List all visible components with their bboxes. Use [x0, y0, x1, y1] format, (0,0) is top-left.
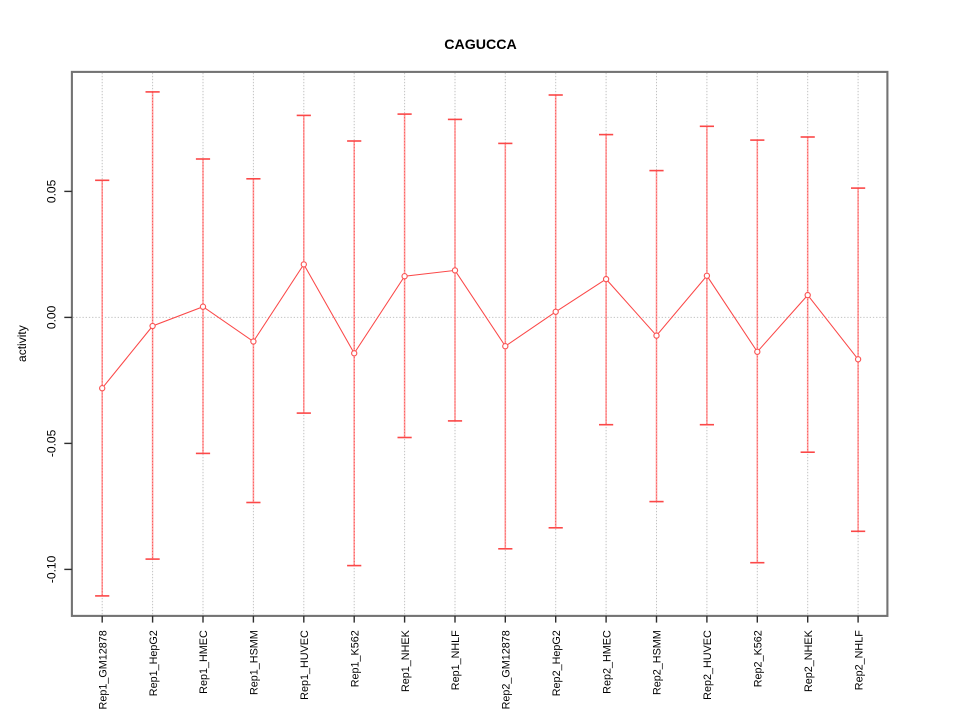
svg-text:0.05: 0.05: [44, 179, 58, 203]
svg-text:Rep1_HUVEC: Rep1_HUVEC: [299, 630, 311, 700]
svg-text:Rep2_NHLF: Rep2_NHLF: [853, 630, 865, 690]
svg-text:Rep1_NHLF: Rep1_NHLF: [450, 630, 462, 690]
svg-text:Rep2_HMEC: Rep2_HMEC: [601, 630, 613, 694]
svg-text:Rep2_K562: Rep2_K562: [753, 630, 765, 687]
svg-text:activity: activity: [15, 325, 29, 362]
svg-text:Rep1_GM12878: Rep1_GM12878: [97, 630, 109, 709]
svg-text:Rep1_HMEC: Rep1_HMEC: [198, 630, 210, 694]
svg-text:Rep1_HSMM: Rep1_HSMM: [249, 630, 261, 695]
svg-text:CAGUCCA: CAGUCCA: [444, 37, 517, 53]
svg-text:Rep2_HSMM: Rep2_HSMM: [652, 630, 664, 695]
svg-text:-0.05: -0.05: [44, 429, 58, 457]
svg-text:Rep1_HepG2: Rep1_HepG2: [148, 630, 160, 696]
svg-text:Rep1_K562: Rep1_K562: [349, 630, 361, 687]
svg-text:Rep2_GM12878: Rep2_GM12878: [501, 630, 513, 709]
svg-text:0.00: 0.00: [44, 305, 58, 329]
svg-text:Rep2_NHEK: Rep2_NHEK: [803, 629, 815, 692]
svg-text:Rep2_HepG2: Rep2_HepG2: [551, 630, 563, 696]
svg-text:Rep1_NHEK: Rep1_NHEK: [400, 629, 412, 692]
svg-text:Rep2_HUVEC: Rep2_HUVEC: [702, 630, 714, 700]
svg-text:-0.10: -0.10: [44, 555, 58, 583]
